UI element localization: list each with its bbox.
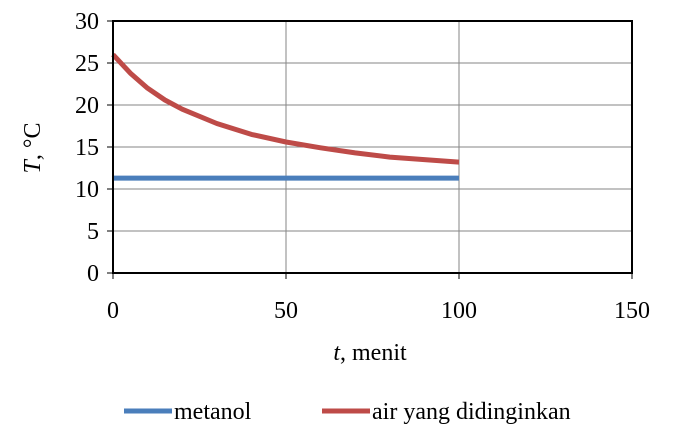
x-axis-title: t, menit [333, 340, 407, 366]
y-tick-labels: 0 5 10 15 20 25 30 [75, 9, 99, 287]
legend-label-air-yang-didinginkan: air yang didinginkan [372, 399, 571, 425]
x-tick-label-150: 150 [614, 298, 650, 324]
x-tick-label-0: 0 [107, 298, 119, 324]
series-lines [111, 52, 460, 181]
y-tick-label-15: 15 [75, 135, 99, 161]
legend-label-metanol: metanol [174, 399, 252, 425]
plot-frame [107, 20, 633, 279]
y-tick-label-30: 30 [75, 9, 99, 35]
y-tick-label-25: 25 [75, 51, 99, 77]
y-tick-label-20: 20 [75, 93, 99, 119]
legend: metanol air yang didinginkan [124, 399, 571, 425]
series-line-air-yang-didinginkan [111, 52, 460, 165]
y-tick-label-5: 5 [87, 219, 99, 245]
grid-lines [112, 20, 633, 274]
x-tick-label-50: 50 [274, 298, 298, 324]
x-tick-label-100: 100 [441, 298, 477, 324]
y-tick-label-0: 0 [87, 261, 99, 287]
y-tick-label-10: 10 [75, 177, 99, 203]
y-axis-title: T, °C [20, 123, 46, 174]
x-tick-labels: 0 50 100 150 [107, 298, 650, 324]
